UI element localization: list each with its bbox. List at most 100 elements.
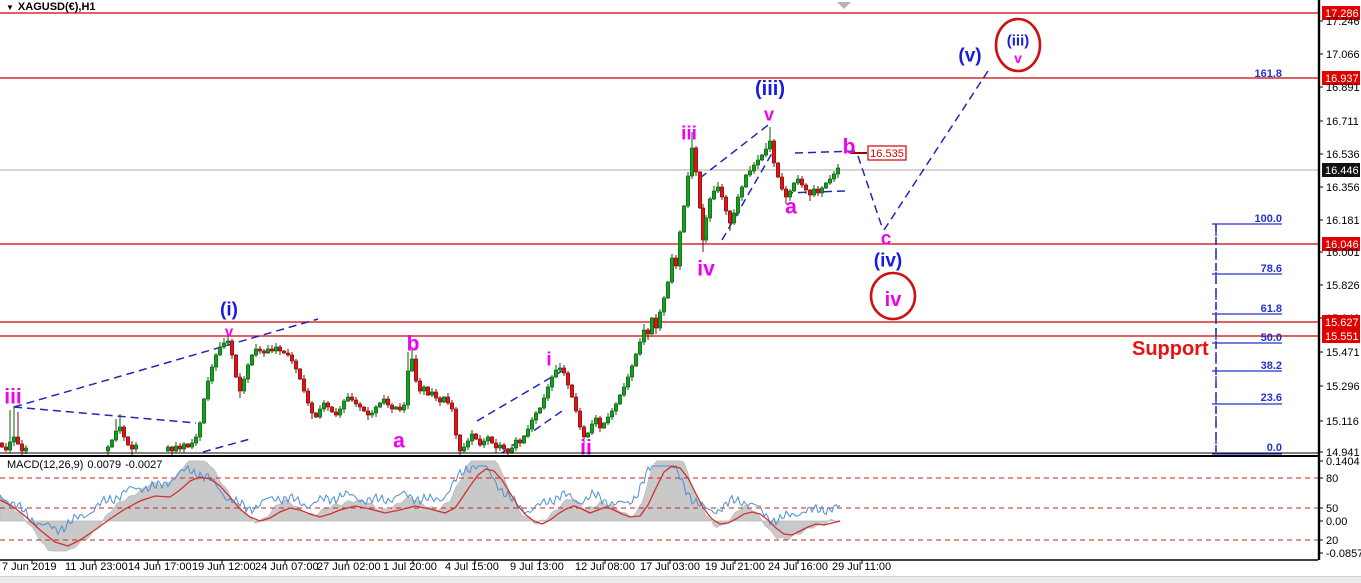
candle (441, 396, 446, 403)
candle (835, 167, 840, 175)
price-tag-box[interactable] (867, 145, 907, 161)
elliott-wave-label[interactable]: a (393, 429, 405, 452)
candle (489, 436, 494, 444)
candle (569, 384, 574, 398)
candle (719, 186, 724, 198)
candle (433, 391, 438, 399)
candle (8, 441, 13, 451)
elliott-wave-label[interactable]: (iv) (874, 251, 903, 272)
candle (421, 386, 426, 392)
candle (819, 187, 824, 194)
candle (353, 399, 358, 405)
candle (333, 411, 338, 416)
fib-level-label: 78.6 (1261, 263, 1282, 275)
candle (649, 317, 654, 335)
candle (493, 442, 498, 449)
candle (254, 348, 259, 356)
candle (381, 398, 386, 404)
trendline[interactable] (202, 438, 251, 453)
candle (309, 402, 314, 414)
symbol-timeframe-label: XAGUSD(€),H1 (17, 1, 96, 13)
candle (645, 329, 650, 335)
elliott-wave-label[interactable]: a (785, 195, 797, 218)
time-axis-label: 24 Jul 16:00 (768, 561, 828, 573)
candle (815, 188, 820, 194)
candle (803, 184, 808, 191)
trendline[interactable] (794, 150, 859, 154)
time-axis-label: 14 Jun 17:00 (128, 561, 192, 573)
candle (501, 444, 506, 450)
wave-highlight-circle[interactable] (869, 271, 917, 321)
candle (485, 436, 490, 442)
elliott-wave-label[interactable]: i (546, 350, 551, 371)
elliott-wave-label[interactable]: v (1014, 50, 1022, 66)
candle (585, 432, 590, 438)
candle (214, 354, 219, 368)
candle (281, 350, 286, 354)
elliott-wave-label[interactable]: (i) (220, 300, 238, 321)
candle (537, 407, 542, 414)
symbol-dropdown-icon[interactable]: ▼ (6, 3, 14, 12)
price-axis-label: 17.246 (1326, 16, 1360, 28)
candle (373, 406, 378, 414)
elliott-wave-label[interactable]: (iii) (1007, 32, 1030, 49)
candle (665, 281, 670, 299)
candle (605, 416, 610, 424)
time-axis-label: 11 Jun 23:00 (65, 561, 128, 573)
candle (621, 386, 626, 396)
candle (657, 311, 662, 329)
candle (525, 428, 530, 437)
macd-indicator-label: MACD(12,26,9) 0.0079 -0.0027 (7, 459, 166, 471)
candle (497, 444, 502, 449)
candle (661, 297, 666, 313)
elliott-wave-label[interactable]: b (843, 135, 856, 158)
elliott-wave-label[interactable]: (v) (958, 46, 981, 67)
elliott-wave-label[interactable]: ii (580, 436, 592, 459)
price-axis-badge (1322, 315, 1360, 329)
fib-level-label: 23.6 (1261, 392, 1282, 404)
candle (341, 400, 346, 410)
elliott-wave-label[interactable]: iii (681, 124, 697, 145)
candle (625, 376, 630, 388)
candle (269, 348, 274, 352)
candle (198, 422, 203, 438)
scroll-marker-icon[interactable] (837, 2, 851, 9)
time-axis-label: 19 Jul 21:00 (705, 561, 765, 573)
wave-highlight-circle[interactable] (994, 17, 1042, 73)
elliott-wave-label[interactable]: (iii) (755, 78, 785, 100)
price-axis-badge (1322, 6, 1360, 20)
candle (561, 367, 566, 374)
trendline[interactable] (476, 370, 563, 422)
candle (751, 164, 756, 172)
elliott-wave-label[interactable]: b (407, 332, 420, 355)
candle (170, 446, 175, 452)
candle (218, 346, 223, 356)
trendline[interactable] (721, 147, 776, 241)
price-tag-value: 16.535 (870, 148, 904, 160)
candle (697, 171, 702, 209)
trendline[interactable] (699, 121, 773, 179)
trendline[interactable] (13, 318, 319, 408)
elliott-wave-label[interactable]: c (881, 229, 892, 250)
candle (190, 442, 195, 448)
trendline[interactable] (883, 70, 989, 231)
elliott-wave-label[interactable]: iv (885, 289, 903, 311)
elliott-wave-label[interactable]: iv (697, 257, 715, 280)
candle (349, 396, 354, 401)
candle (206, 380, 211, 400)
elliott-wave-label[interactable]: iii (4, 385, 22, 408)
candle (677, 231, 682, 267)
candle (246, 364, 251, 380)
trendline[interactable] (857, 155, 883, 228)
candle (202, 398, 207, 424)
support-annotation[interactable]: Support (1132, 338, 1209, 360)
candle (573, 396, 578, 412)
candle (289, 354, 294, 362)
candle (0, 442, 5, 448)
candle (807, 189, 812, 196)
elliott-wave-label[interactable]: v (764, 104, 774, 124)
elliott-wave-label[interactable]: v (225, 323, 234, 340)
candle (126, 436, 131, 446)
trendline[interactable] (13, 406, 197, 424)
candle (521, 435, 526, 444)
